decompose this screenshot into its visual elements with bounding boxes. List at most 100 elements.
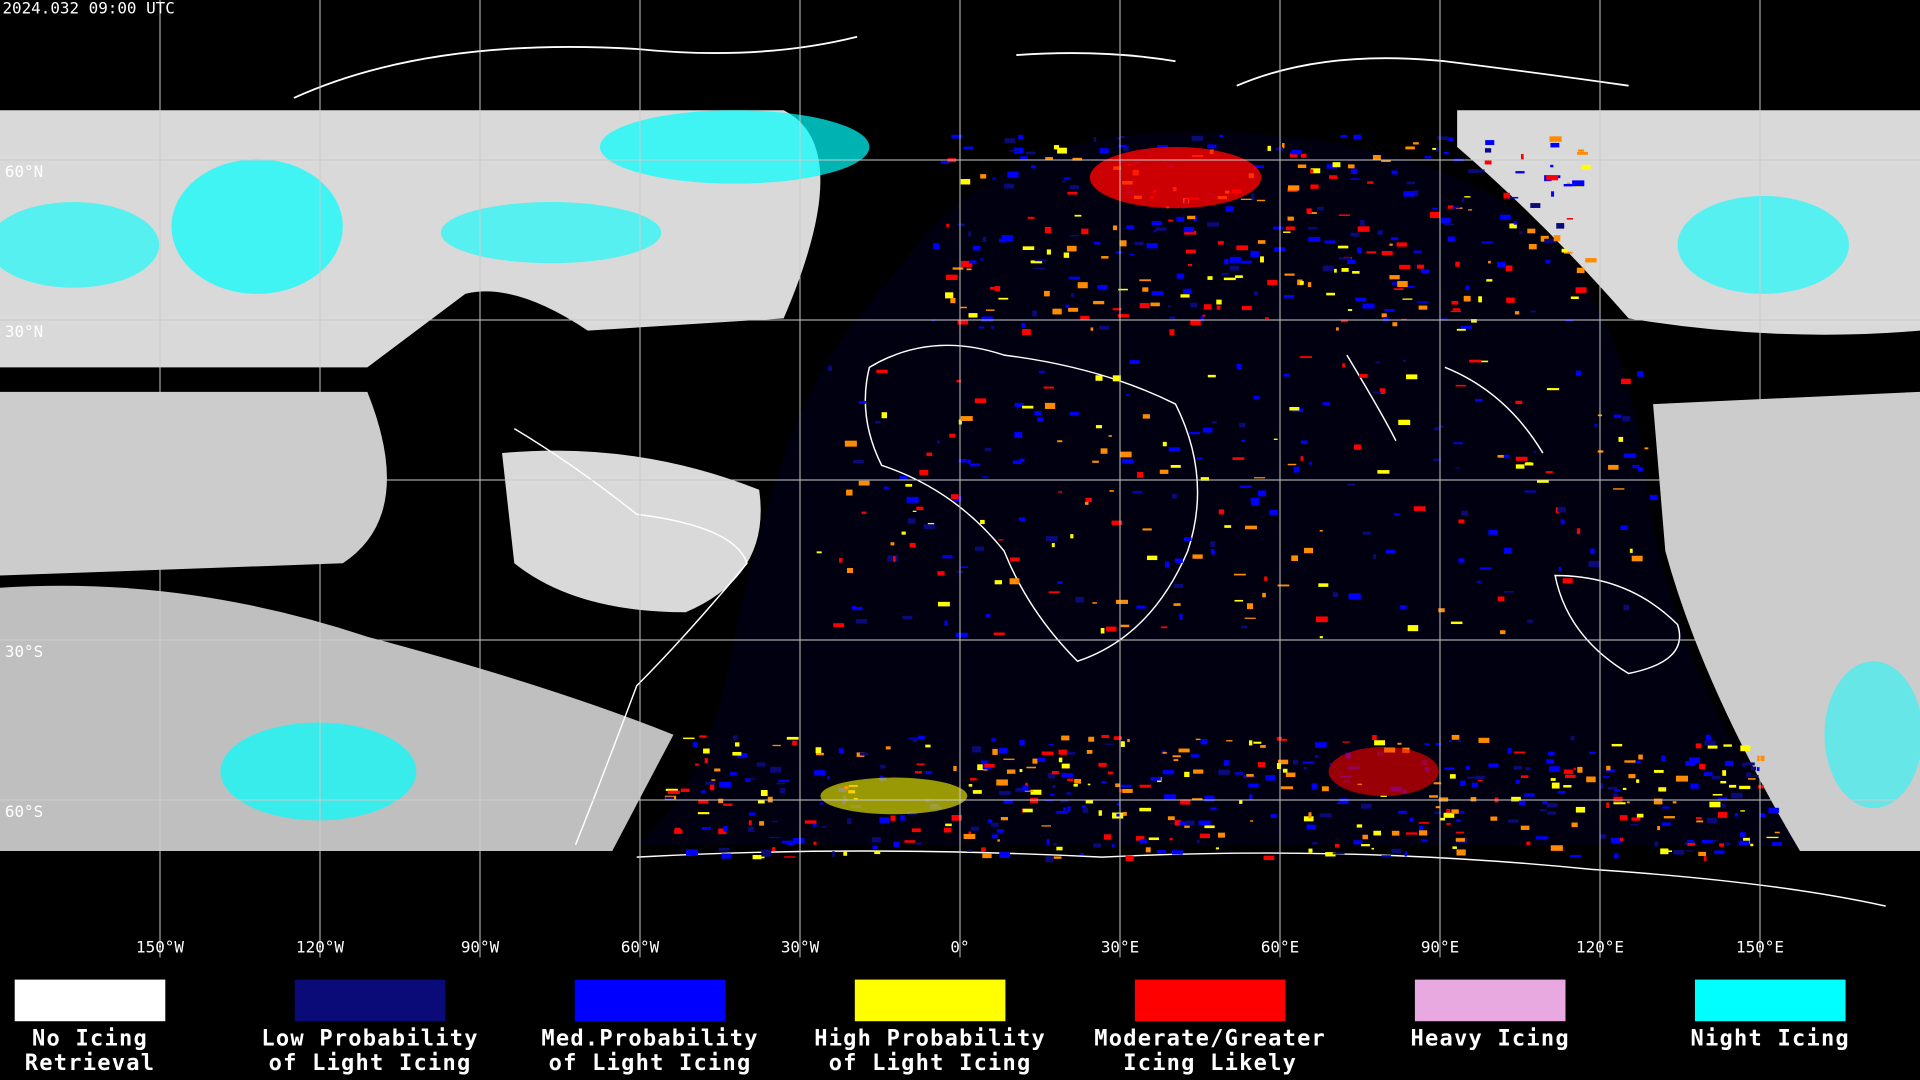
speck: [887, 555, 899, 562]
speck: [1187, 215, 1196, 220]
speck: [1654, 769, 1664, 773]
speck: [1377, 230, 1383, 235]
lon-label: 120°W: [296, 938, 344, 957]
speck: [1433, 458, 1441, 462]
speck: [686, 849, 699, 856]
speck: [1269, 509, 1278, 515]
speck: [1056, 846, 1063, 851]
speck: [1444, 767, 1455, 770]
speck: [1109, 490, 1114, 492]
speck: [1452, 846, 1457, 849]
speck: [968, 831, 972, 835]
speck: [1413, 142, 1419, 145]
speck: [1405, 832, 1418, 835]
speck: [1353, 840, 1363, 845]
speck: [1340, 134, 1347, 139]
speck: [1025, 782, 1028, 789]
speck: [1696, 820, 1704, 823]
speck: [1184, 230, 1197, 235]
speck: [1075, 596, 1085, 603]
speck: [1092, 602, 1097, 604]
speck: [1459, 780, 1466, 787]
speck: [1126, 394, 1130, 396]
speck: [1172, 755, 1181, 758]
speck: [1021, 322, 1026, 328]
speck: [1511, 796, 1521, 802]
speck: [819, 802, 824, 805]
speck: [1695, 817, 1702, 820]
speck: [1443, 151, 1449, 155]
speck: [992, 748, 998, 755]
speck: [844, 440, 857, 447]
speck: [1067, 778, 1074, 782]
speck: [1281, 143, 1285, 149]
speck: [1428, 795, 1438, 798]
speck: [1101, 734, 1110, 738]
speck: [1322, 402, 1331, 406]
speck: [1190, 320, 1201, 326]
speck: [1477, 779, 1483, 782]
speck: [1134, 241, 1144, 245]
speck: [1170, 464, 1181, 468]
speck: [1095, 375, 1103, 381]
speck: [1057, 440, 1063, 443]
speck: [1566, 218, 1574, 220]
speck: [1139, 784, 1151, 788]
speck: [1003, 758, 1015, 760]
speck: [1184, 771, 1190, 778]
speck: [723, 803, 733, 806]
speck: [1499, 214, 1511, 220]
speck: [1341, 267, 1349, 272]
speck: [946, 274, 958, 281]
speck: [1156, 850, 1167, 854]
speck: [1292, 759, 1299, 765]
speck: [1449, 774, 1456, 779]
speck: [1183, 537, 1192, 541]
speck: [1180, 799, 1191, 805]
speck: [1402, 360, 1406, 362]
speck: [1711, 775, 1720, 780]
speck: [1314, 742, 1327, 748]
speck: [1360, 803, 1372, 809]
speck: [1514, 311, 1520, 315]
speck: [1147, 555, 1158, 561]
speck: [1253, 291, 1259, 296]
speck: [1461, 197, 1465, 203]
speck: [745, 778, 751, 782]
speck: [821, 826, 827, 828]
speck: [695, 763, 699, 766]
speck: [1379, 388, 1386, 394]
speck: [1283, 231, 1291, 233]
speck: [784, 856, 796, 858]
speck: [1342, 741, 1350, 743]
speck: [900, 815, 905, 821]
speck: [732, 735, 738, 740]
speck: [852, 606, 863, 611]
speck: [1088, 736, 1095, 742]
speck: [960, 179, 971, 185]
speck: [1115, 783, 1121, 788]
speck: [1120, 451, 1132, 458]
speck: [1391, 848, 1402, 854]
lon-label: 150°W: [136, 938, 184, 957]
speck: [1338, 214, 1351, 216]
speck: [1246, 774, 1254, 777]
speck: [772, 744, 781, 747]
speck: [1203, 304, 1212, 310]
speck: [1610, 837, 1622, 844]
legend-label: Retrieval: [25, 1051, 155, 1076]
speck: [1400, 605, 1407, 610]
speck: [1740, 810, 1745, 812]
speck: [748, 812, 756, 816]
speck: [1443, 812, 1455, 818]
speck: [968, 313, 978, 318]
speck: [1519, 231, 1523, 235]
speck: [1545, 471, 1553, 474]
speck: [1418, 822, 1430, 824]
speck: [1549, 136, 1562, 142]
speck: [1264, 576, 1268, 581]
speck: [701, 827, 711, 830]
speck: [1449, 739, 1452, 743]
speck: [1309, 169, 1314, 173]
